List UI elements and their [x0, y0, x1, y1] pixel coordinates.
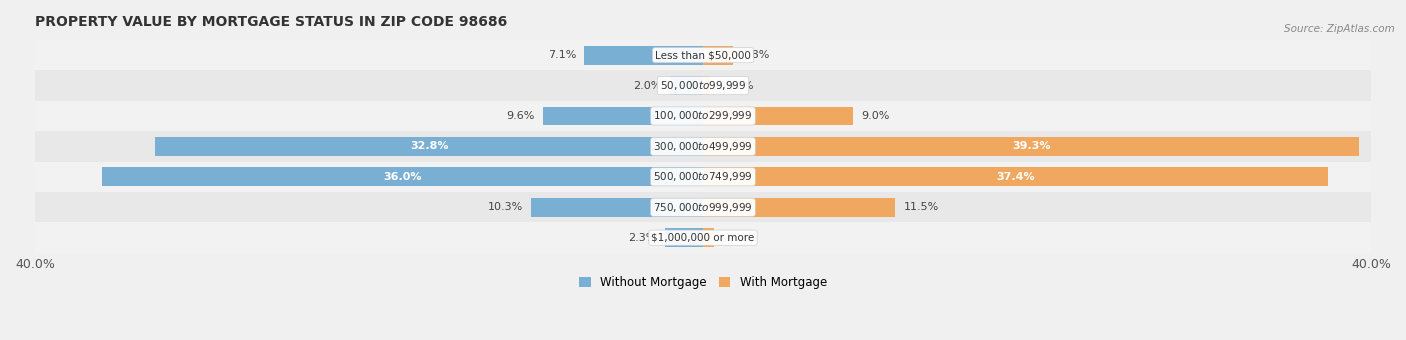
- Text: 2.3%: 2.3%: [628, 233, 657, 243]
- Text: 36.0%: 36.0%: [382, 172, 422, 182]
- Text: $1,000,000 or more: $1,000,000 or more: [651, 233, 755, 243]
- Text: 39.3%: 39.3%: [1012, 141, 1050, 151]
- Bar: [669, 76, 703, 95]
- Text: $50,000 to $99,999: $50,000 to $99,999: [659, 79, 747, 92]
- Text: 11.5%: 11.5%: [904, 202, 939, 212]
- Bar: [543, 106, 703, 125]
- Bar: [155, 137, 703, 156]
- Bar: [35, 131, 1371, 162]
- Text: 10.3%: 10.3%: [488, 202, 523, 212]
- Bar: [703, 106, 853, 125]
- Bar: [703, 167, 1327, 186]
- Legend: Without Mortgage, With Mortgage: Without Mortgage, With Mortgage: [574, 271, 832, 294]
- Bar: [703, 76, 710, 95]
- Bar: [35, 192, 1371, 222]
- Text: 9.6%: 9.6%: [506, 111, 534, 121]
- Text: 37.4%: 37.4%: [995, 172, 1035, 182]
- Bar: [35, 40, 1371, 70]
- Text: 1.8%: 1.8%: [741, 50, 770, 60]
- Text: $300,000 to $499,999: $300,000 to $499,999: [654, 140, 752, 153]
- Text: 9.0%: 9.0%: [862, 111, 890, 121]
- Text: $500,000 to $749,999: $500,000 to $749,999: [654, 170, 752, 183]
- Bar: [35, 101, 1371, 131]
- Bar: [703, 137, 1360, 156]
- Bar: [531, 198, 703, 217]
- Bar: [35, 222, 1371, 253]
- Bar: [665, 228, 703, 247]
- Text: 32.8%: 32.8%: [409, 141, 449, 151]
- Text: Source: ZipAtlas.com: Source: ZipAtlas.com: [1284, 24, 1395, 34]
- Bar: [585, 46, 703, 65]
- Bar: [703, 46, 733, 65]
- Text: 0.42%: 0.42%: [718, 81, 754, 90]
- Text: $100,000 to $299,999: $100,000 to $299,999: [654, 109, 752, 122]
- Text: $750,000 to $999,999: $750,000 to $999,999: [654, 201, 752, 214]
- Text: 0.68%: 0.68%: [723, 233, 758, 243]
- Bar: [35, 70, 1371, 101]
- Bar: [101, 167, 703, 186]
- Text: 2.0%: 2.0%: [633, 81, 661, 90]
- Text: Less than $50,000: Less than $50,000: [655, 50, 751, 60]
- Bar: [35, 162, 1371, 192]
- Text: PROPERTY VALUE BY MORTGAGE STATUS IN ZIP CODE 98686: PROPERTY VALUE BY MORTGAGE STATUS IN ZIP…: [35, 15, 508, 29]
- Text: 7.1%: 7.1%: [548, 50, 576, 60]
- Bar: [703, 228, 714, 247]
- Bar: [703, 198, 896, 217]
